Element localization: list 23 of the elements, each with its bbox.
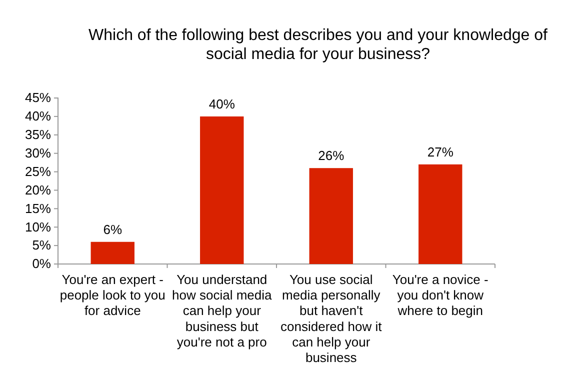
- y-tick-label: 35%: [24, 127, 52, 142]
- y-tick-label: 25%: [24, 164, 52, 179]
- y-tick-label: 30%: [24, 145, 52, 160]
- x-tick-label: You understand how social media can help your business but you're not a pro: [172, 272, 272, 350]
- bar: [90, 242, 134, 264]
- data-label: 26%: [318, 148, 345, 164]
- y-tick-label: 45%: [24, 90, 52, 106]
- y-tick-label: 10%: [24, 219, 52, 234]
- bar: [309, 168, 353, 264]
- chart-title: Which of the following best describes you and your knowledge of social media for your business?: [88, 27, 548, 64]
- y-tick-label: 15%: [24, 200, 52, 216]
- y-tick-label: 0%: [32, 256, 52, 272]
- y-tick-label: 40%: [24, 108, 52, 124]
- bar: [200, 116, 244, 264]
- x-tick-label: You use social media personally but haven't considered how it can help your business: [280, 272, 382, 365]
- x-tick-label: You're an expert - people look to you for advice: [60, 272, 166, 318]
- y-tick-label: 20%: [24, 182, 52, 198]
- data-label: 40%: [208, 96, 236, 112]
- data-label: 27%: [427, 144, 454, 160]
- data-label: 6%: [103, 222, 122, 237]
- bar: [418, 164, 462, 264]
- x-tick-label: You're a novice - you don't know where to begin: [392, 272, 488, 318]
- y-tick-label: 5%: [32, 238, 52, 253]
